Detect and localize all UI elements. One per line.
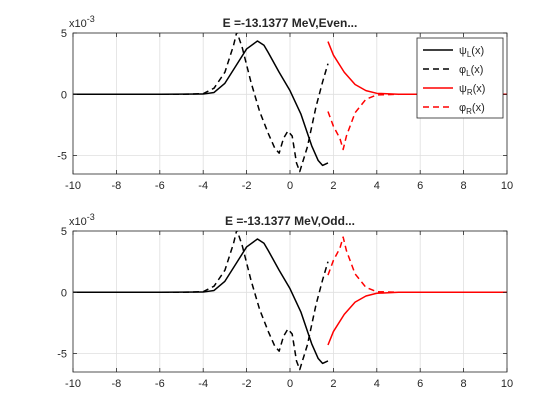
x-tick-label: -10 [65,180,81,192]
chart-title: E =-13.1377 MeV,Even... [223,16,358,30]
x-tick-label: 6 [417,180,423,192]
x-tick-label: -6 [155,180,165,192]
y-tick-label: -5 [57,349,67,361]
x-tick-label: 0 [287,180,293,192]
legend-tail: (x) [471,45,484,57]
x-tick-label: -8 [112,180,122,192]
chart-title: E =-13.1377 MeV,Odd... [225,214,355,228]
x-tick-label: -4 [198,378,208,390]
x-tick-label: -4 [198,180,208,192]
x-tick-label: -2 [242,180,252,192]
x-tick-label: 4 [374,378,380,390]
x-tick-label: 8 [461,180,467,192]
legend-tail: (x) [471,64,484,76]
legend-symbol: ψ [459,83,467,95]
y-tick-label: 5 [61,28,67,40]
legend-label-2: φL(x) [459,64,483,78]
x-tick-label: 10 [501,378,513,390]
x-tick-label: 4 [374,180,380,192]
x-tick-label: 10 [501,180,513,192]
legend-tail: (x) [472,102,485,114]
legend-tail: (x) [473,83,486,95]
x-tick-label: -10 [65,378,81,390]
x-tick-label: -6 [155,378,165,390]
y-exponent-base: x10 [69,18,87,30]
y-exponent-base: x10 [69,216,87,228]
x-tick-label: 8 [461,378,467,390]
legend: ψL(x) φL(x) ψR(x) φR(x) [417,38,503,118]
legend-label-4: φR(x) [459,102,485,116]
y-tick-label: 5 [61,226,67,238]
y-exponent-power: -3 [87,212,95,222]
x-tick-label: -8 [112,378,122,390]
legend-label-1: ψL(x) [459,45,484,59]
x-tick-label: 2 [330,180,336,192]
x-tick-label: 6 [417,378,423,390]
y-tick-label: 0 [61,89,67,101]
legend-symbol: ψ [459,45,467,57]
x-tick-label: 0 [287,378,293,390]
legend-label-3: ψR(x) [459,83,485,97]
x-tick-label: 2 [330,378,336,390]
legend-symbol: φ [459,64,466,76]
y-exponent-power: -3 [87,14,95,24]
x-tick-label: -2 [242,378,252,390]
y-tick-label: -5 [57,151,67,163]
y-tick-label: 0 [61,287,67,299]
legend-symbol: φ [459,102,466,114]
